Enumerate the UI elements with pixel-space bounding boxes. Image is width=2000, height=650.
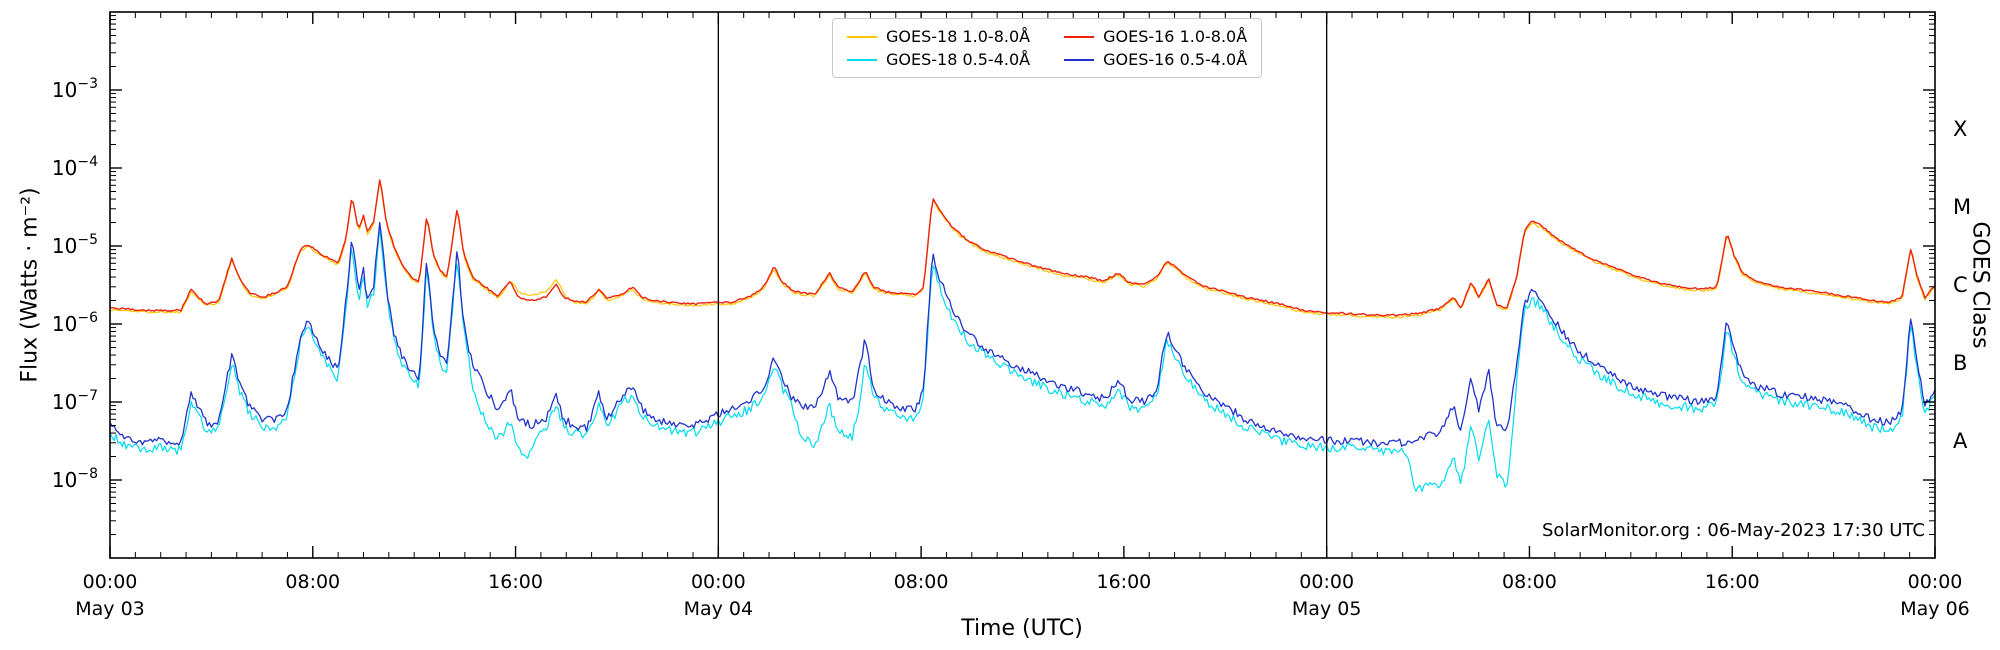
goes-class-letter-c: C: [1953, 273, 1968, 297]
legend-label-goes16-long: GOES-16 1.0-8.0Å: [1103, 27, 1248, 46]
legend-item-goes18-long: GOES-18 1.0-8.0Å: [847, 27, 1030, 46]
goes-class-letters: X M C B A: [1953, 117, 1971, 453]
series-line-goes16-long: [110, 179, 1935, 317]
legend-swatch-goes16-short: [1064, 58, 1095, 61]
legend-swatch-goes18-short: [847, 58, 877, 61]
y-axis-tick-labels: 10−3 10−4 10−5 10−6 10−7 10−8: [52, 76, 98, 492]
y-tick-label: 10−6: [52, 310, 98, 336]
x-date-label: May 05: [1292, 598, 1362, 620]
legend-swatch-goes16-long: [1064, 35, 1095, 38]
x-tick-label: 00:00: [1908, 571, 1963, 593]
y-tick-label: 10−8: [52, 466, 98, 492]
legend-item-goes16-short: GOES-16 0.5-4.0Å: [1064, 50, 1247, 69]
series-lines: [110, 179, 1935, 492]
x-date-label: May 04: [684, 598, 754, 620]
x-tick-label: 08:00: [285, 571, 340, 593]
x-tick-label: 16:00: [488, 571, 543, 593]
y-tick-label: 10−3: [52, 76, 98, 102]
goes-class-letter-b: B: [1953, 351, 1967, 375]
series-line-goes16-short: [110, 221, 1935, 448]
legend-item-goes16-long: GOES-16 1.0-8.0Å: [1064, 27, 1247, 46]
y-tick-label: 10−5: [52, 232, 98, 258]
y-axis-label-left: Flux (Watts · m⁻²): [17, 187, 43, 383]
goes-class-letter-x: X: [1953, 117, 1967, 141]
day-boundary-lines: [717, 12, 1328, 558]
legend-label-goes16-short: GOES-16 0.5-4.0Å: [1103, 50, 1248, 69]
x-tick-label: 08:00: [894, 571, 949, 593]
legend-label-goes18-long: GOES-18 1.0-8.0Å: [886, 27, 1031, 46]
x-date-label: May 03: [75, 598, 145, 620]
goes-class-letter-m: M: [1953, 195, 1971, 219]
legend-label-goes18-short: GOES-18 0.5-4.0Å: [886, 50, 1031, 69]
x-tick-label: 00:00: [691, 571, 746, 593]
goes-class-letter-a: A: [1953, 429, 1968, 453]
x-axis-ticks: [109, 12, 1936, 558]
y-tick-label: 10−7: [52, 388, 98, 414]
y-axis-label-right: GOES Class: [1967, 221, 1993, 349]
x-tick-label: 16:00: [1097, 571, 1152, 593]
watermark-text: SolarMonitor.org : 06-May-2023 17:30 UTC: [1542, 520, 1925, 541]
x-tick-label: 16:00: [1705, 571, 1760, 593]
legend-item-goes18-short: GOES-18 0.5-4.0Å: [847, 50, 1030, 69]
x-axis-label: Time (UTC): [961, 616, 1083, 641]
x-axis-tick-labels: 00:00 May 03 08:00 16:00 00:00 May 04 08:00 16:…: [75, 571, 1970, 620]
x-tick-label: 00:00: [83, 571, 138, 593]
x-tick-label: 08:00: [1502, 571, 1557, 593]
y-tick-label: 10−4: [52, 154, 98, 180]
x-tick-label: 00:00: [1299, 571, 1354, 593]
series-line-goes18-short: [110, 227, 1935, 492]
y-axis-ticks: [110, 15, 1935, 536]
legend-swatch-goes18-long: [847, 35, 877, 38]
x-date-label: May 06: [1900, 598, 1970, 620]
legend: GOES-18 1.0-8.0Å GOES-18 0.5-4.0Å GOES-16 …: [832, 18, 1263, 78]
